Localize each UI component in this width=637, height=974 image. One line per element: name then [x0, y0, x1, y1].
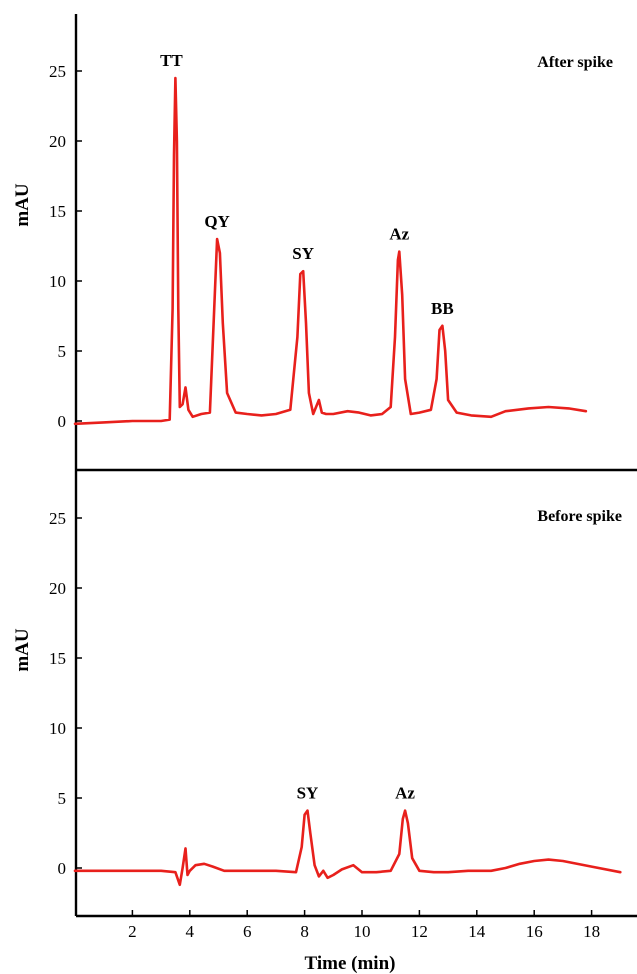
before-spike-panel-label: Before spike — [537, 508, 622, 525]
x-tick-label-8: 8 — [300, 922, 309, 941]
y-tick-label-15: 15 — [49, 649, 66, 668]
peak-label-az: Az — [395, 784, 415, 803]
x-tick-label-16: 16 — [526, 922, 543, 941]
after-spike-peak-labels: TT QY SY Az BB — [160, 51, 454, 318]
peak-label-tt: TT — [160, 51, 183, 70]
after-spike-y-axis-title: mAU — [12, 183, 33, 227]
before-spike-panel: 0 5 10 15 20 25 2 4 6 8 10 12 14 16 18 mAU Before spi… — [12, 470, 637, 974]
y-tick-label-10: 10 — [49, 272, 66, 291]
after-spike-panel-label: After spike — [537, 54, 613, 71]
peak-label-sy: SY — [292, 244, 314, 263]
x-tick-label-6: 6 — [243, 922, 252, 941]
before-spike-y-ticks: 0 5 10 15 20 25 — [49, 509, 82, 878]
y-tick-label-15: 15 — [49, 202, 66, 221]
x-tick-label-10: 10 — [354, 922, 371, 941]
x-tick-label-14: 14 — [468, 922, 486, 941]
y-tick-label-20: 20 — [49, 579, 66, 598]
peak-label-sy: SY — [297, 784, 319, 803]
y-tick-label-10: 10 — [49, 719, 66, 738]
after-spike-panel: 0 5 10 15 20 25 mAU After spike TT QY SY Az BB — [12, 14, 613, 470]
peak-label-az: Az — [389, 225, 409, 244]
y-tick-label-5: 5 — [58, 342, 67, 361]
y-tick-label-5: 5 — [58, 789, 67, 808]
y-tick-label-0: 0 — [58, 412, 67, 431]
y-tick-label-20: 20 — [49, 132, 66, 151]
x-axis-title: Time (min) — [305, 953, 396, 974]
y-tick-label-0: 0 — [58, 859, 67, 878]
x-axis-ticks: 2 4 6 8 10 12 14 16 18 — [128, 910, 600, 941]
after-spike-trace — [73, 76, 588, 426]
after-spike-y-ticks: 0 5 10 15 20 25 — [49, 62, 82, 431]
before-spike-trace — [73, 809, 622, 887]
x-tick-label-2: 2 — [128, 922, 137, 941]
x-tick-label-12: 12 — [411, 922, 428, 941]
peak-label-qy: QY — [204, 212, 230, 231]
before-spike-peak-labels: SY Az — [297, 784, 416, 803]
y-tick-label-25: 25 — [49, 509, 66, 528]
x-tick-label-18: 18 — [583, 922, 600, 941]
y-tick-label-25: 25 — [49, 62, 66, 81]
peak-label-bb: BB — [431, 299, 454, 318]
before-spike-y-axis-title: mAU — [12, 628, 33, 672]
x-tick-label-4: 4 — [186, 922, 195, 941]
